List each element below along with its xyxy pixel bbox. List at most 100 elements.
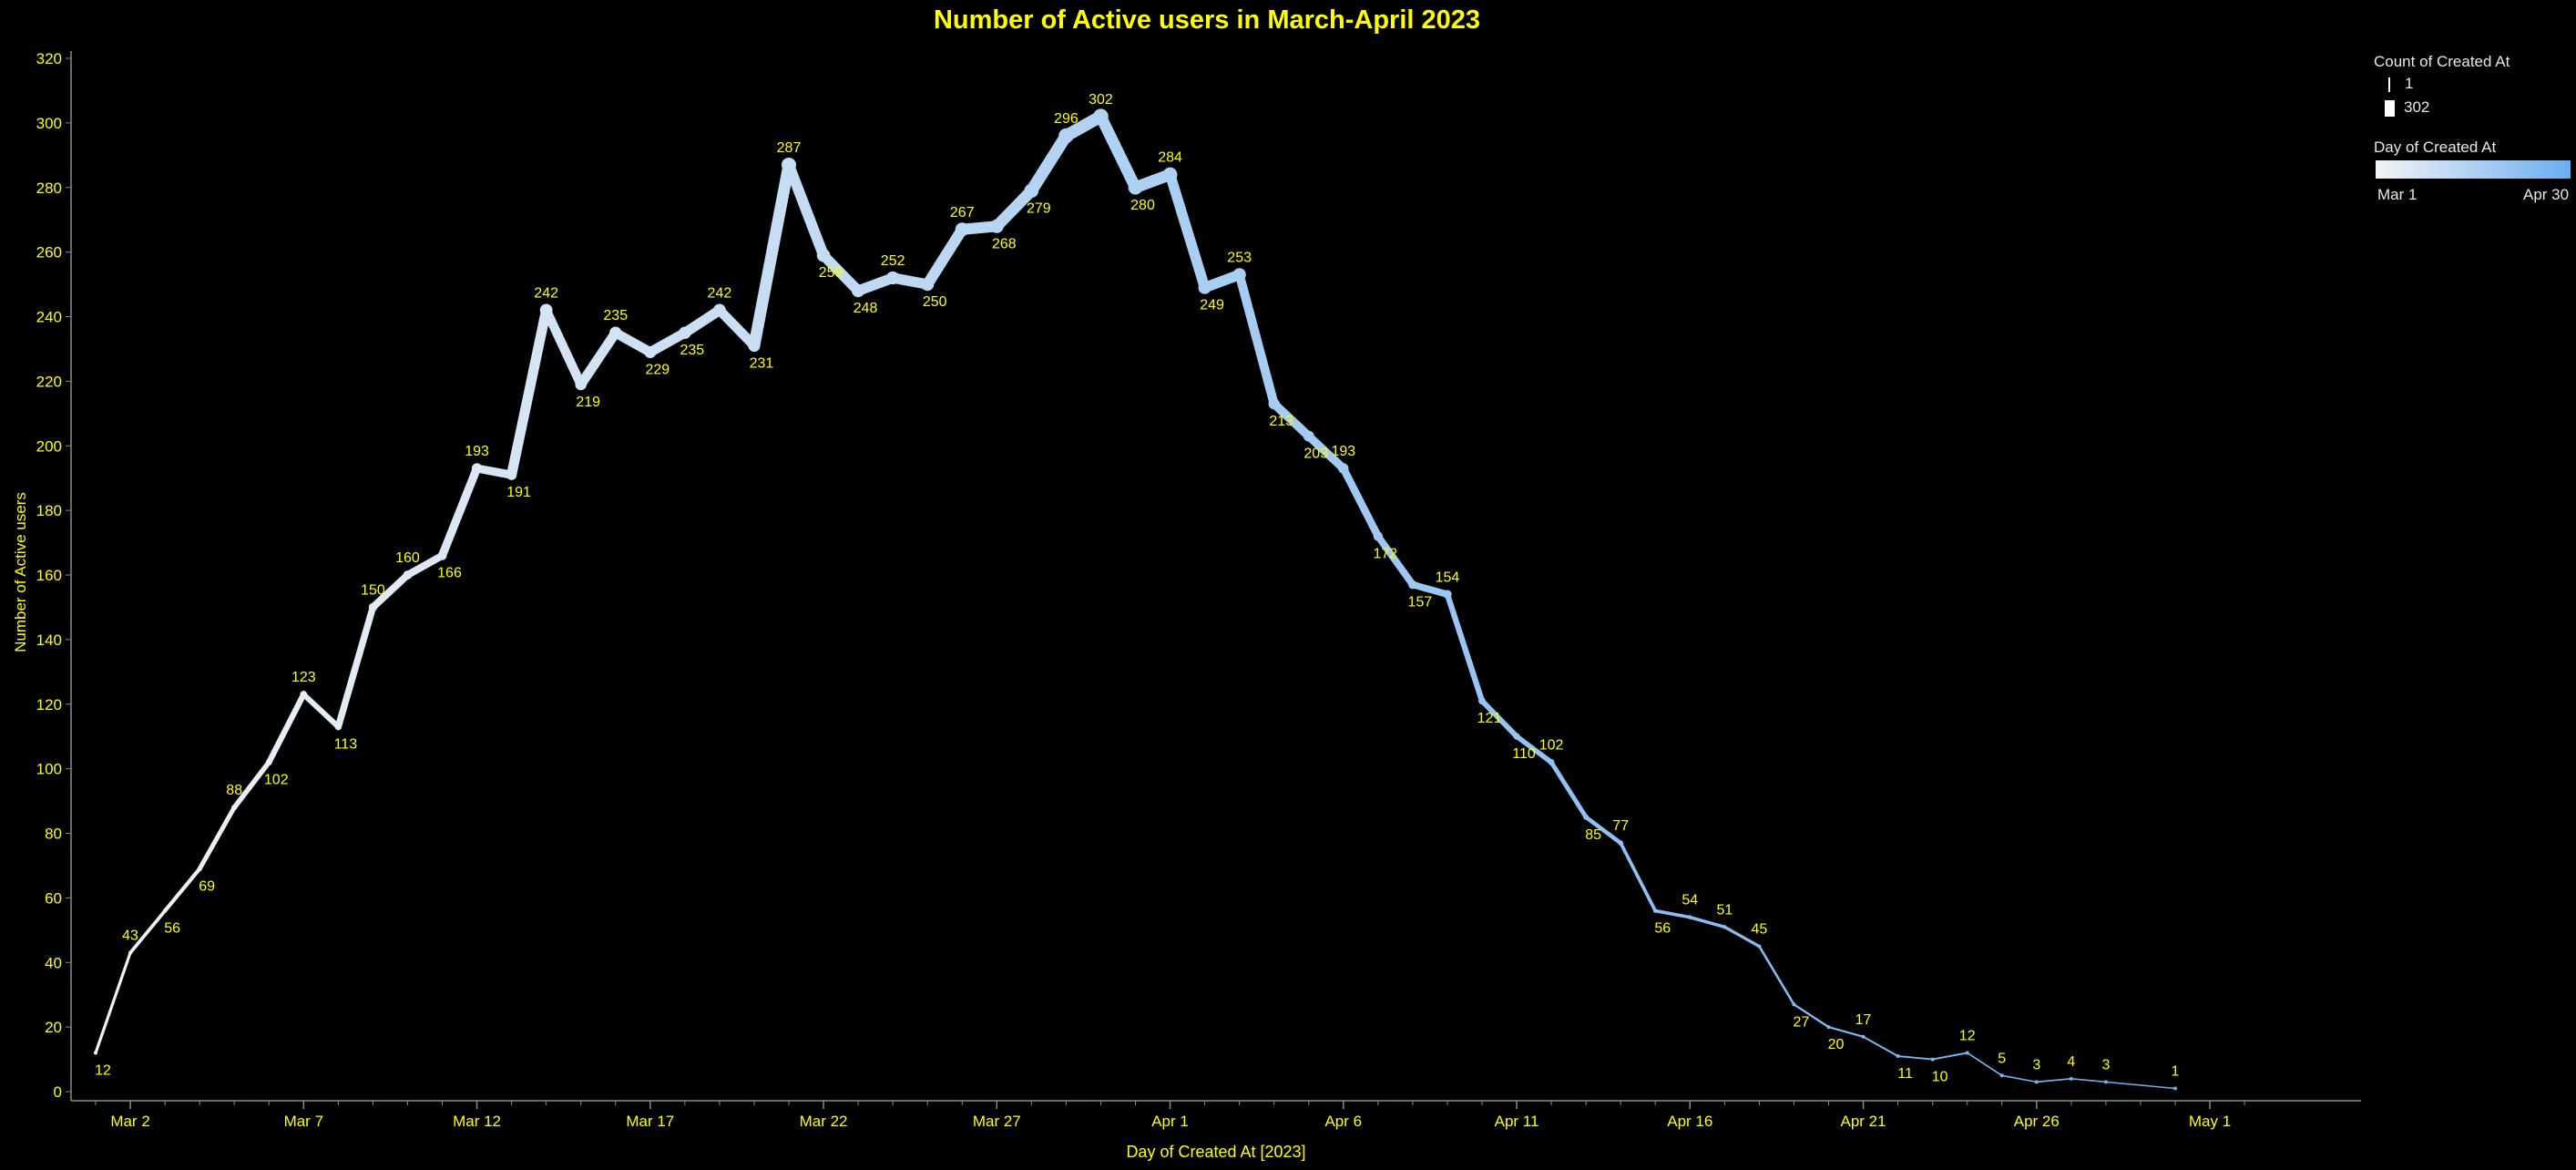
data-point xyxy=(886,271,900,285)
data-point xyxy=(575,378,588,391)
data-point xyxy=(713,303,726,317)
data-point xyxy=(1722,925,1727,929)
data-label: 235 xyxy=(680,343,704,358)
data-point xyxy=(781,157,797,172)
y-tick-label: 240 xyxy=(36,309,62,326)
x-tick-label: Mar 17 xyxy=(626,1113,674,1130)
data-label: 54 xyxy=(1682,893,1698,908)
data-label: 172 xyxy=(1373,546,1397,561)
data-point xyxy=(1373,531,1384,541)
data-point xyxy=(989,219,1004,233)
legend-size-max-label: 302 xyxy=(2404,98,2430,116)
data-label: 17 xyxy=(1855,1012,1872,1028)
data-label: 249 xyxy=(1200,298,1224,313)
data-label: 242 xyxy=(534,285,558,301)
data-point xyxy=(265,759,272,765)
data-point xyxy=(644,345,657,359)
line-segment xyxy=(748,159,795,352)
line-segment xyxy=(714,305,760,351)
data-label: 248 xyxy=(854,301,878,316)
legend-size-max: 302 xyxy=(2385,98,2429,117)
data-point xyxy=(334,723,342,731)
data-label: 259 xyxy=(819,265,843,281)
data-point xyxy=(1303,430,1314,442)
data-label: 302 xyxy=(1089,92,1113,108)
x-tick-label: Apr 6 xyxy=(1324,1113,1362,1130)
data-label: 252 xyxy=(881,253,905,269)
legend-size-title: Count of Created At xyxy=(2374,53,2510,70)
line-segment xyxy=(1722,925,1762,949)
data-point xyxy=(1093,108,1109,125)
legend-color-gradient xyxy=(2376,160,2571,179)
line-segment xyxy=(576,327,621,390)
y-tick-label: 300 xyxy=(36,115,62,132)
line-segment xyxy=(1339,464,1383,540)
data-label: 10 xyxy=(1932,1070,1948,1085)
data-label: 242 xyxy=(708,285,732,301)
data-label: 123 xyxy=(291,670,316,685)
data-point xyxy=(955,222,969,237)
data-label: 3 xyxy=(2101,1057,2110,1072)
y-axis-title: Number of Active users xyxy=(12,492,29,652)
data-point xyxy=(94,1051,97,1055)
line-segment xyxy=(1374,532,1416,589)
data-point xyxy=(1268,398,1280,410)
data-point xyxy=(1583,814,1590,820)
chart-points xyxy=(94,108,2177,1091)
data-label: 12 xyxy=(95,1062,111,1078)
line-segment xyxy=(1966,1052,2003,1077)
line-segment xyxy=(231,759,272,810)
y-tick-label: 100 xyxy=(36,761,62,778)
data-point xyxy=(1757,944,1762,949)
data-label: 102 xyxy=(1539,738,1564,754)
y-tick-label: 140 xyxy=(36,631,62,649)
data-point xyxy=(2173,1086,2177,1091)
line-segment xyxy=(1095,110,1141,194)
data-label: 280 xyxy=(1130,198,1155,213)
data-label: 69 xyxy=(199,878,215,894)
data-label: 1 xyxy=(2172,1063,2180,1079)
x-tick-label: May 1 xyxy=(2189,1113,2231,1130)
line-segment xyxy=(922,223,968,291)
y-tick-label: 40 xyxy=(45,954,62,971)
line-segment xyxy=(334,603,377,731)
data-label: 20 xyxy=(1828,1037,1845,1052)
line-segment xyxy=(2070,1078,2107,1083)
data-label: 12 xyxy=(1959,1028,1976,1043)
data-point xyxy=(852,284,865,298)
line-segment xyxy=(991,185,1038,232)
line-segment xyxy=(2035,1077,2072,1083)
data-point xyxy=(1443,590,1452,599)
line-segment xyxy=(1409,580,1451,599)
legend-color-max: Apr 30 xyxy=(2523,186,2570,203)
data-point xyxy=(921,277,935,292)
data-label: 279 xyxy=(1027,200,1051,216)
data-point xyxy=(539,303,553,317)
x-tick-label: Apr 1 xyxy=(1151,1113,1189,1130)
y-tick-label: 60 xyxy=(45,889,62,907)
line-segment xyxy=(301,692,342,730)
line-segment xyxy=(1619,841,1658,913)
data-label: 3 xyxy=(2032,1057,2040,1072)
data-label: 85 xyxy=(1585,827,1601,843)
y-tick-label: 160 xyxy=(36,567,62,584)
data-point xyxy=(2034,1080,2039,1084)
data-point xyxy=(2069,1076,2073,1081)
y-tick-label: 0 xyxy=(54,1083,62,1101)
data-point xyxy=(506,469,517,480)
data-point xyxy=(368,602,378,612)
data-label: 229 xyxy=(645,362,670,377)
line-segment xyxy=(1827,1026,1865,1038)
y-tick-label: 80 xyxy=(45,826,62,843)
data-label: 253 xyxy=(1227,250,1252,265)
data-label: 11 xyxy=(1897,1066,1913,1082)
line-segment xyxy=(610,327,656,357)
data-label: 51 xyxy=(1716,902,1733,918)
data-label: 5 xyxy=(1998,1051,2006,1066)
data-label: 160 xyxy=(395,550,420,566)
line-segment xyxy=(506,304,552,480)
legend-size-min: 1 xyxy=(2388,75,2413,93)
line-segment xyxy=(473,464,516,479)
data-point xyxy=(1688,915,1692,919)
data-label: 113 xyxy=(334,737,358,753)
